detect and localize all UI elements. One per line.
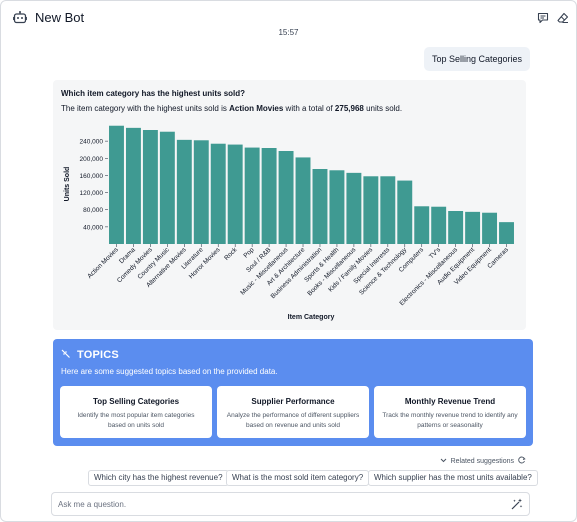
x-tick-label: Action Movies — [86, 246, 120, 280]
bar — [397, 180, 413, 244]
x-tick-label: Rock — [223, 246, 239, 262]
topic-card-desc: Identify the most popular item categorie… — [77, 412, 195, 429]
related-label: Related suggestions — [450, 457, 514, 465]
bar — [414, 206, 430, 244]
topics-title: TOPICS — [77, 349, 119, 361]
y-tick-label: 40,000 — [83, 224, 103, 231]
page-title: New Bot — [35, 10, 85, 25]
y-tick-label: 240,000 — [80, 139, 104, 146]
robot-icon — [12, 11, 28, 24]
bar — [431, 206, 447, 244]
answer-text: The item category with the highest units… — [61, 104, 402, 113]
x-axis-label: Item Category — [288, 314, 335, 321]
x-tick-label: Pop — [242, 246, 255, 259]
suggestion-chip[interactable]: What is the most sold item category? — [226, 470, 370, 486]
answer-question: Which item category has the highest unit… — [61, 89, 246, 98]
bar — [329, 170, 345, 244]
y-tick-label: 120,000 — [80, 190, 104, 197]
y-axis-label: Units Sold — [64, 167, 71, 202]
topics-header: TOPICS — [61, 346, 119, 364]
bar — [499, 222, 514, 244]
comment-icon[interactable] — [536, 11, 550, 25]
bar — [346, 172, 362, 244]
message-timestamp: 15:57 — [278, 28, 299, 37]
eraser-icon[interactable] — [556, 11, 570, 25]
question-input[interactable] — [58, 497, 498, 512]
user-message: Top Selling Categories — [423, 47, 530, 71]
bar — [176, 139, 192, 244]
bar — [159, 131, 175, 244]
y-tick-label: 160,000 — [80, 173, 104, 180]
suggestion-chip[interactable]: Which city has the highest revenue? — [88, 470, 229, 486]
bar — [465, 211, 481, 244]
sparkle-wand-icon[interactable] — [510, 498, 523, 511]
bar — [482, 212, 498, 244]
bar — [244, 147, 260, 244]
chevron-down-icon — [440, 458, 447, 465]
bot-answer-card: Which item category has the highest unit… — [53, 80, 526, 330]
answer-category: Action Movies — [229, 104, 284, 113]
answer-mid: with a total of — [283, 104, 335, 113]
bar — [193, 140, 209, 244]
bar — [227, 144, 243, 244]
bar — [278, 151, 294, 244]
bar — [380, 176, 396, 244]
bar — [109, 125, 124, 244]
topic-card-supplier[interactable]: Supplier Performance Analyze the perform… — [217, 386, 369, 438]
bar — [312, 169, 328, 244]
answer-value: 275,968 — [334, 104, 364, 113]
x-tick-label: TV's — [428, 246, 443, 261]
y-tick-label: 200,000 — [80, 156, 104, 163]
bar — [448, 211, 464, 244]
units-sold-bar-chart: 40,000 80,000 120,000 160,000 200,000 240,000… — [64, 125, 514, 321]
topic-card-desc: Analyze the performance of different sup… — [226, 412, 360, 429]
topic-card-revenue-trend[interactable]: Monthly Revenue Trend Track the monthly … — [374, 386, 526, 438]
bar — [261, 148, 277, 244]
topic-card-title: Monthly Revenue Trend — [404, 397, 496, 406]
topic-card-title: Supplier Performance — [251, 397, 335, 406]
answer-post: units sold. — [363, 104, 403, 113]
suggestion-chip[interactable]: Which supplier has the most units availa… — [368, 470, 538, 486]
answer-pre: The item category with the highest units… — [61, 104, 230, 113]
topic-card-title: Top Selling Categories — [92, 397, 180, 406]
bar — [295, 157, 311, 244]
topics-subtitle: Here are some suggested topics based on … — [61, 367, 278, 376]
topics-panel: TOPICS Here are some suggested topics ba… — [53, 339, 533, 446]
topic-card-top-selling[interactable]: Top Selling Categories Identify the most… — [60, 386, 212, 438]
y-tick-label: 80,000 — [83, 207, 103, 214]
topic-card-desc: Track the monthly revenue trend to ident… — [382, 412, 518, 429]
bar — [142, 130, 158, 244]
question-input-bar — [51, 492, 530, 516]
bar — [363, 176, 379, 244]
header: New Bot — [1, 1, 576, 33]
wand-icon — [61, 346, 71, 364]
bar — [210, 143, 226, 244]
refresh-icon[interactable] — [518, 456, 526, 466]
related-suggestions-toggle[interactable]: Related suggestions — [440, 456, 526, 466]
bar — [125, 127, 141, 244]
